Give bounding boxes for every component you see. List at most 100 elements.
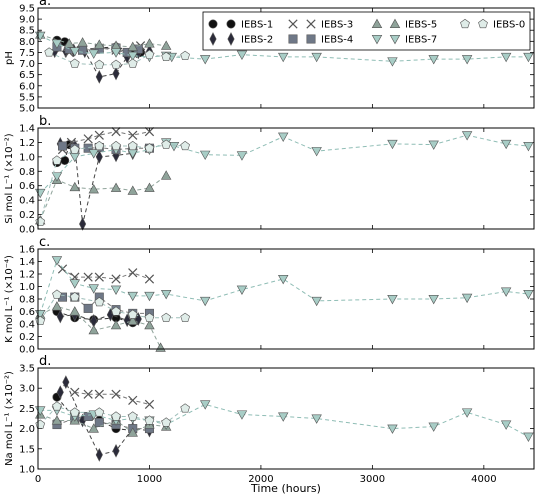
data-point xyxy=(94,130,104,140)
y-tick-label: 0.4 xyxy=(19,196,35,207)
data-point xyxy=(111,59,121,69)
data-point xyxy=(111,126,121,137)
data-point xyxy=(144,182,155,192)
data-point xyxy=(52,155,62,165)
data-point xyxy=(278,412,289,422)
data-point xyxy=(95,70,103,84)
data-point xyxy=(161,51,171,62)
y-tick-label: 2.5 xyxy=(19,404,35,415)
data-point xyxy=(180,50,190,60)
panel-c: 0.0 0.20.4 0.60.8 1.01.2 1.41.6 c. K mol L⁻¹ (… xyxy=(4,235,535,356)
data-point xyxy=(111,306,121,316)
data-point xyxy=(199,150,211,161)
data-point xyxy=(523,289,534,300)
y-tick-label: 1.4 xyxy=(19,257,35,268)
data-point xyxy=(500,287,512,297)
data-point xyxy=(52,401,62,411)
data-point xyxy=(88,184,99,194)
data-point xyxy=(127,51,138,62)
y-tick-label: 1.6 xyxy=(19,245,35,256)
plot-frame xyxy=(37,248,535,350)
y-axis-label: pH xyxy=(4,51,15,65)
data-point xyxy=(128,268,138,278)
y-tick-label: 0.8 xyxy=(19,167,35,178)
y-tick-label: 2.0 xyxy=(19,424,35,435)
x-stroke xyxy=(144,399,155,409)
data-point xyxy=(428,140,439,150)
data-point xyxy=(60,155,70,165)
series-iebs-3 xyxy=(70,387,155,409)
legend-marker xyxy=(226,19,236,29)
legend-marker xyxy=(460,18,470,29)
y-tick-label: 6.5 xyxy=(19,70,35,81)
y-tick-label: 0.0 xyxy=(19,225,35,236)
data-point xyxy=(144,49,155,59)
x-stroke xyxy=(94,389,104,399)
series-line xyxy=(40,403,529,438)
x-stroke xyxy=(306,19,316,29)
data-point xyxy=(94,140,105,151)
series-line xyxy=(39,144,186,222)
panel-letter: a. xyxy=(39,0,51,9)
y-tick-label: 1.4 xyxy=(19,124,35,135)
data-point xyxy=(278,274,289,285)
data-point xyxy=(144,126,155,137)
data-point xyxy=(428,422,439,432)
legend-marker xyxy=(288,19,298,29)
data-point xyxy=(56,385,64,400)
data-point xyxy=(461,293,473,304)
legend-label: IEBS-0 xyxy=(493,20,525,31)
data-point xyxy=(62,375,70,389)
series-iebs-0 xyxy=(35,139,190,226)
x-tick-label: 1000 xyxy=(137,474,162,485)
x-tick-label: 4000 xyxy=(471,474,496,485)
data-point xyxy=(144,274,155,284)
y-tick-label: 3.5 xyxy=(19,364,35,375)
data-point xyxy=(94,59,105,69)
legend-marker xyxy=(208,19,218,29)
data-point xyxy=(95,150,103,164)
y-tick-label: 0.8 xyxy=(19,295,35,306)
x-tick-label: 0 xyxy=(35,474,41,485)
y-tick-label: 1.2 xyxy=(19,138,35,149)
data-point xyxy=(500,52,512,63)
series-iebs-7 xyxy=(35,256,534,320)
data-point xyxy=(155,342,166,352)
x-stroke xyxy=(94,130,104,140)
y-tick-label: 8.0 xyxy=(19,37,35,48)
data-point xyxy=(88,423,99,433)
data-point xyxy=(236,50,248,60)
data-point xyxy=(51,301,63,311)
data-point xyxy=(35,406,46,416)
data-point xyxy=(144,415,155,425)
data-point xyxy=(35,419,46,429)
data-point xyxy=(180,403,190,413)
data-point xyxy=(387,424,398,434)
data-point xyxy=(78,45,88,55)
data-point xyxy=(278,52,289,63)
data-point xyxy=(128,130,138,140)
legend-marker xyxy=(209,32,217,46)
data-point xyxy=(199,400,211,410)
data-point xyxy=(387,139,398,150)
data-point xyxy=(83,272,93,282)
y-tick-label: 1.0 xyxy=(19,282,35,293)
legend-label: IEBS-7 xyxy=(405,35,437,46)
series-line xyxy=(39,134,529,194)
panel-a: 5.05.56.06.57.07.58.08.59.09.5 a. pH IEBS-1… xyxy=(4,0,535,115)
data-point xyxy=(311,52,322,63)
y-axis-label: Si mol L⁻¹ (×10⁻²) xyxy=(4,133,15,223)
y-tick-label: 0.0 xyxy=(19,345,35,356)
data-point xyxy=(88,149,99,159)
y-tick-label: 1.2 xyxy=(19,270,35,281)
data-point xyxy=(127,58,138,68)
x-axis-label: Time (hours) xyxy=(250,482,321,495)
data-point xyxy=(500,420,512,430)
data-point xyxy=(110,319,122,330)
data-point xyxy=(83,134,93,144)
data-point xyxy=(236,410,248,420)
series-iebs-0 xyxy=(35,401,190,429)
data-point xyxy=(111,389,121,399)
x-stroke xyxy=(128,395,138,405)
